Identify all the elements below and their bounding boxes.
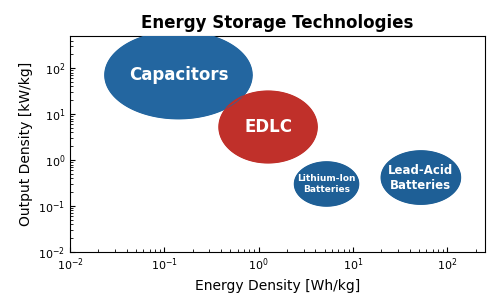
X-axis label: Energy Density [Wh/kg]: Energy Density [Wh/kg] bbox=[195, 279, 360, 293]
Text: EDLC: EDLC bbox=[244, 118, 292, 136]
Text: Lithium-Ion
Batteries: Lithium-Ion Batteries bbox=[298, 174, 356, 194]
Title: Energy Storage Technologies: Energy Storage Technologies bbox=[142, 14, 414, 32]
Polygon shape bbox=[294, 162, 358, 206]
Y-axis label: Output Density [kW/kg]: Output Density [kW/kg] bbox=[18, 62, 32, 226]
Polygon shape bbox=[382, 151, 460, 204]
Polygon shape bbox=[105, 32, 252, 119]
Text: Lead-Acid
Batteries: Lead-Acid Batteries bbox=[388, 164, 454, 191]
Polygon shape bbox=[219, 91, 317, 163]
Text: Capacitors: Capacitors bbox=[128, 66, 228, 84]
